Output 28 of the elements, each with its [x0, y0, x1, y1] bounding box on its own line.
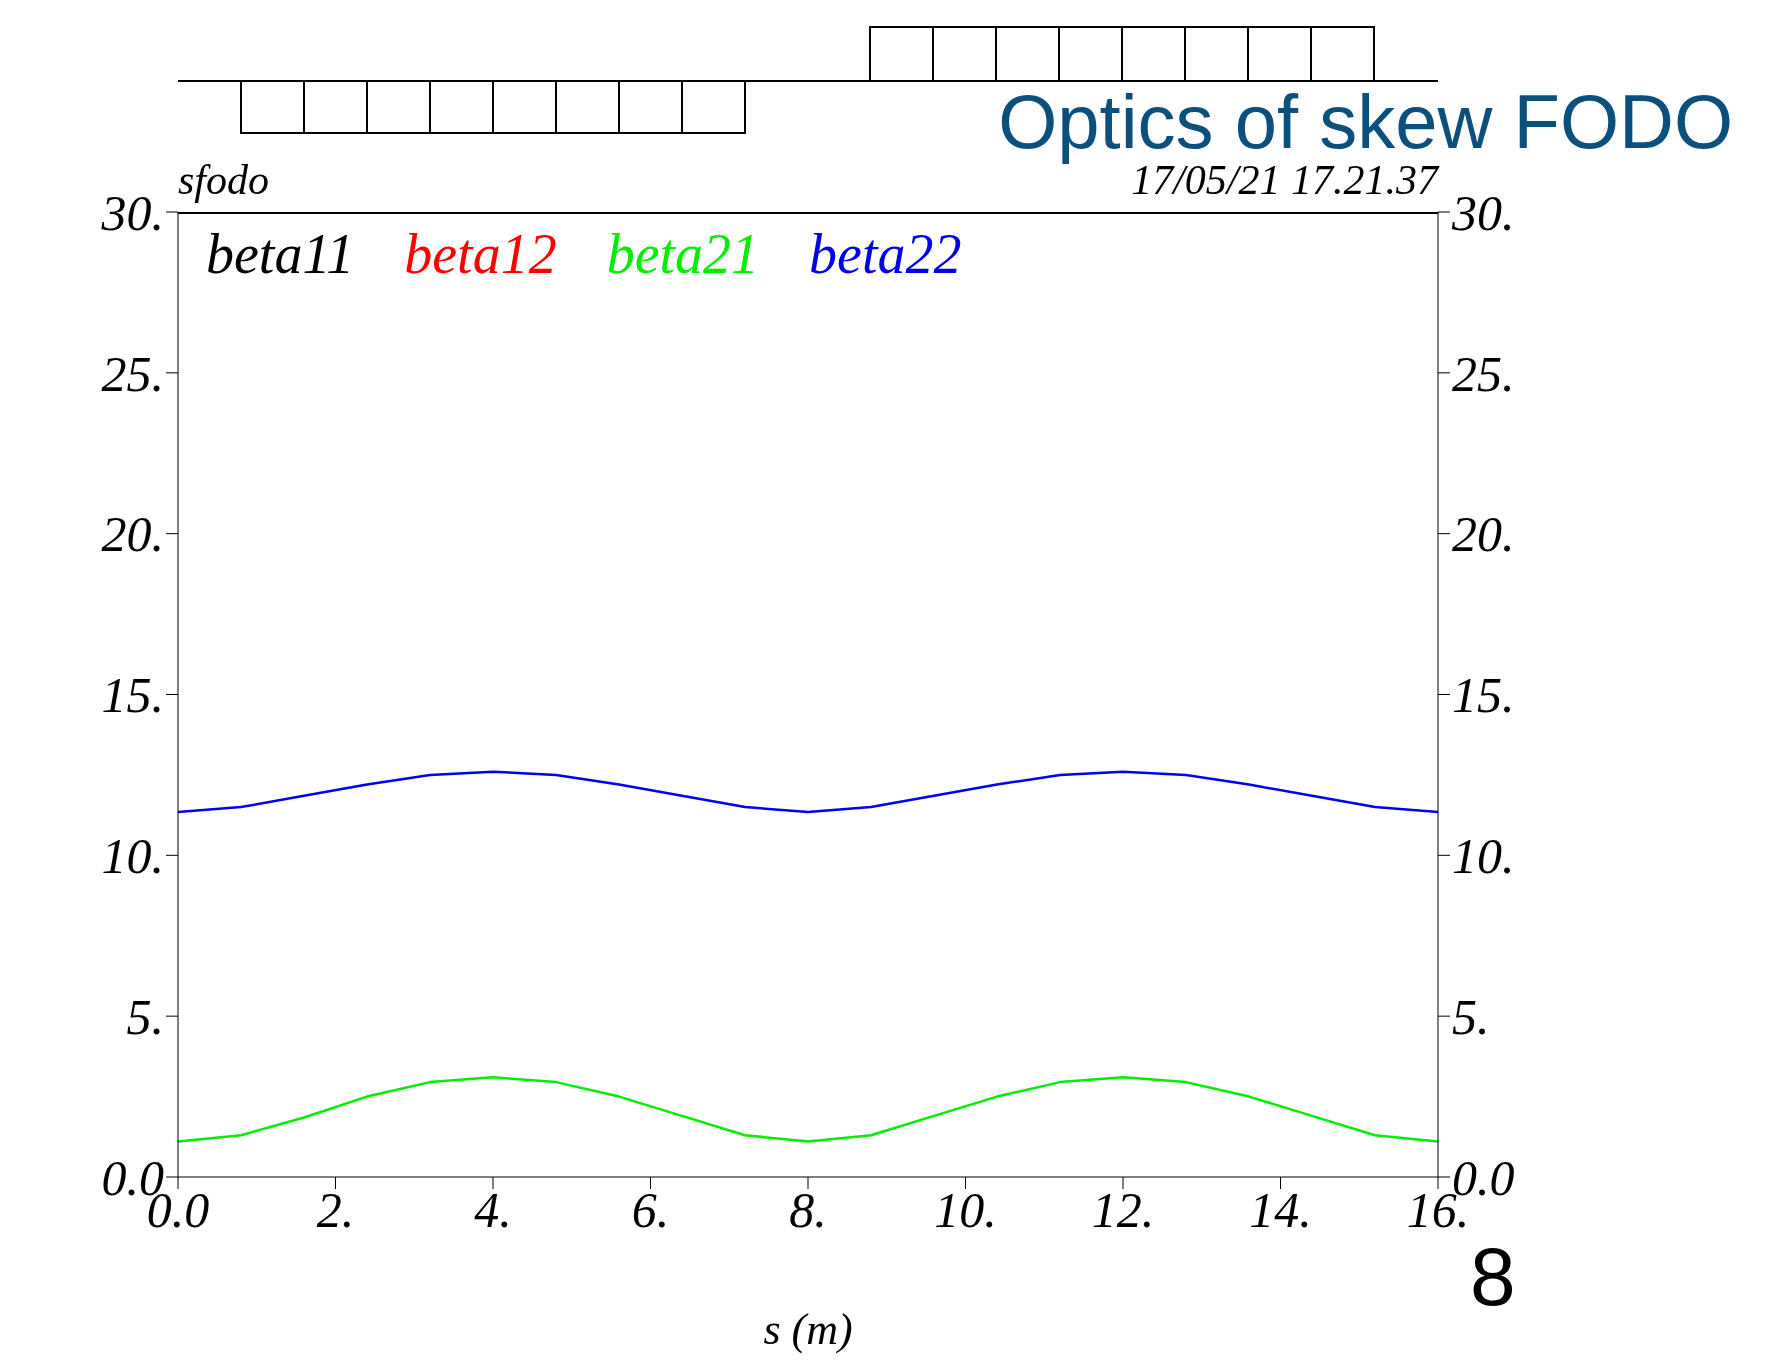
text: beta22 [809, 222, 962, 286]
x-tick-label: 4. [474, 1181, 512, 1238]
x-tick-label: 14. [1249, 1181, 1312, 1238]
legend-label: beta12 [404, 222, 557, 286]
line-series [178, 770, 1438, 814]
x-tick-label: 12. [1091, 1181, 1155, 1238]
text: beta21 [606, 222, 760, 286]
line-series [178, 1076, 1438, 1143]
y-tick-label: 5. [126, 988, 164, 1045]
y2-tick-label: 25. [1452, 345, 1515, 402]
y-tick-label: 15. [101, 667, 164, 724]
x-tick-label: 8. [789, 1181, 827, 1238]
y-tick-label: 30. [100, 184, 164, 241]
x-tick-label: 6. [631, 1181, 670, 1238]
y2-tick-label: 10. [1452, 828, 1515, 885]
y-tick-label: 10. [101, 828, 164, 885]
x-tick-label: 10. [934, 1181, 997, 1238]
legend-label: beta11 [206, 222, 355, 286]
y-tick-label: 20. [101, 506, 164, 563]
y2-tick-label: 20. [1452, 506, 1515, 563]
x-tick-label: 2. [316, 1181, 355, 1238]
y-tick-label: 25. [101, 345, 164, 402]
y2-tick-label: 30. [1451, 184, 1515, 241]
text: 8 [1470, 1230, 1516, 1324]
y2-tick-label: 15. [1452, 667, 1515, 724]
chart-subtitle: sfodo [178, 156, 270, 204]
y2-tick-label: 5. [1452, 988, 1490, 1045]
x-axis-title: s (m) [762, 1304, 854, 1355]
